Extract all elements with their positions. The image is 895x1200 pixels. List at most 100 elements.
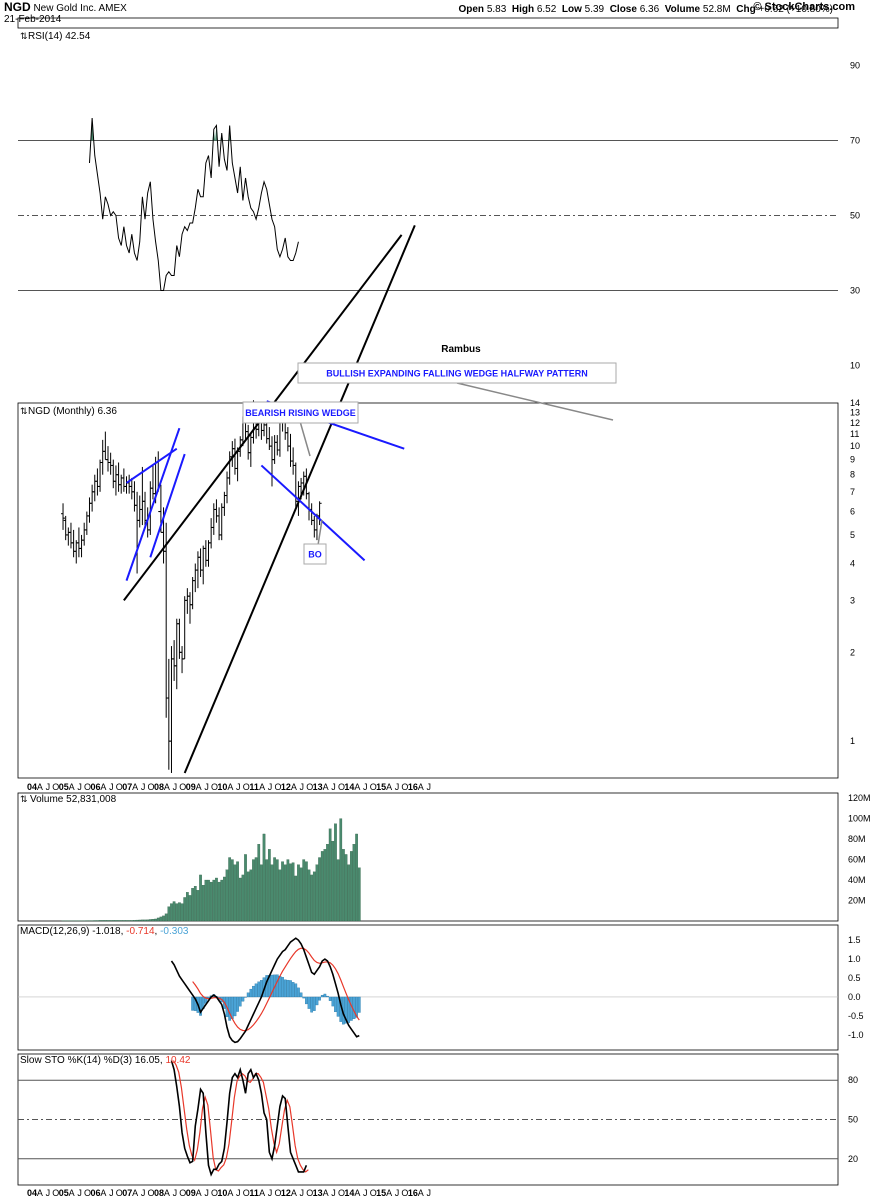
price-bar (76, 527, 81, 558)
x-axis-label-lower: J (204, 1188, 209, 1198)
x-axis-label-upper: 06 (90, 782, 100, 792)
x-axis-label-lower: 07 (122, 1188, 132, 1198)
price-bar (79, 534, 84, 558)
volume-bar (204, 879, 208, 922)
price-bar (248, 433, 253, 467)
x-axis-label-lower: J (363, 1188, 368, 1198)
volume-bar (352, 844, 356, 922)
volume-bar (193, 886, 197, 922)
price-bar (105, 446, 110, 472)
x-axis-label-lower: 13 (313, 1188, 323, 1198)
price-bar (230, 441, 235, 467)
x-axis-label-lower: A (69, 1188, 75, 1198)
volume-bar (305, 861, 308, 922)
macd-hist-bar (347, 996, 351, 1023)
macd-tick-label: -0.5 (848, 1011, 864, 1021)
volume-bar (180, 903, 184, 922)
x-axis-label-lower: 12 (281, 1188, 291, 1198)
price-bar (164, 522, 169, 718)
volume-bar (355, 833, 358, 922)
price-bar (214, 499, 219, 523)
volume-bar (336, 859, 340, 922)
panel-frame-0 (17, 17, 839, 29)
x-axis-label-lower: J (268, 1188, 273, 1198)
callout-bearish-rising-wedge-text: BEARISH RISING WEDGE (245, 408, 356, 418)
macd-tick-label: -1.0 (848, 1030, 864, 1040)
low-label: Low (561, 4, 582, 15)
rising-wedge-upper (125, 447, 178, 484)
price-tick-label: 13 (850, 407, 860, 417)
price-tick-label: 9 (850, 455, 855, 465)
x-axis-label-lower: O (148, 1188, 155, 1198)
callout-bullish-expanding-wedge: BULLISH EXPANDING FALLING WEDGE HALFWAY … (297, 362, 617, 421)
macd-hist-bar (238, 996, 242, 1007)
volume-bar (109, 920, 112, 922)
volume-bar (167, 906, 171, 922)
volume-bar (93, 920, 97, 922)
price-bar (185, 588, 190, 614)
macd-hist-bar (191, 996, 194, 1011)
price-bar (285, 427, 290, 452)
x-axis-label-lower: J (236, 1188, 241, 1198)
volume-bar (302, 859, 306, 922)
price-bar (100, 439, 105, 475)
high-label: High (511, 4, 535, 15)
volume-bar (188, 895, 192, 922)
x-axis-label-upper: 04 (27, 782, 37, 792)
price-bar (203, 540, 208, 567)
price-bar (63, 515, 68, 541)
x-axis-label-upper: A (132, 782, 138, 792)
x-axis-label-upper: 13 (313, 782, 323, 792)
macd-hist-bar (199, 996, 202, 1016)
price-label: NGD (Monthly) 6.36 (28, 406, 117, 417)
price-bar (182, 596, 187, 660)
volume-tick-label: 120M (848, 793, 871, 803)
price-bar (272, 435, 277, 464)
volume-bar (175, 903, 179, 922)
x-axis-label-upper: O (401, 782, 408, 792)
x-axis-label-upper: A (418, 782, 424, 792)
volume-bar (260, 864, 263, 922)
x-axis-label-upper: O (148, 782, 155, 792)
rsi-tick-label: 30 (850, 286, 860, 296)
macd-tick-label: 1.0 (848, 954, 861, 964)
x-axis-label-upper: O (84, 782, 91, 792)
sto-label: Slow STO %K(14) %D(3) 16.05, 10.42 (20, 1055, 191, 1066)
volume-tick-label: 60M (848, 855, 866, 865)
volume-bar (236, 861, 239, 922)
x-axis-label-upper: A (227, 782, 233, 792)
price-tick-label: 7 (850, 487, 855, 497)
volume-bar (125, 920, 128, 922)
volume-bar (349, 851, 353, 922)
pattern-annotations: BEARISH RISING WEDGE BO BULLISH EXPANDING … (242, 344, 617, 565)
volume-bar (135, 919, 139, 922)
x-axis-label-upper: A (164, 782, 170, 792)
macd-hist-bar (230, 996, 234, 1019)
x-axis-label-upper: J (46, 782, 51, 792)
volume-bar (191, 888, 194, 922)
volume-bar (233, 864, 237, 922)
volume-bar (326, 844, 329, 922)
price-bar (82, 522, 87, 546)
macd-hist-bar (246, 992, 250, 998)
volume-bar (148, 919, 152, 922)
volume-bar (312, 871, 316, 922)
x-axis-label-upper: O (274, 782, 281, 792)
price-bar (84, 511, 89, 535)
volume-bar (98, 920, 102, 922)
volume-bar (164, 913, 168, 922)
price-bar (219, 503, 224, 541)
x-axis-label-lower: A (37, 1188, 43, 1198)
volume-bar (323, 849, 327, 922)
x-axis-label-upper: J (300, 782, 305, 792)
x-axis-label-lower: 06 (90, 1188, 100, 1198)
price-bar (68, 522, 73, 549)
x-axis-label-lower: J (46, 1188, 51, 1198)
callout-bullish-expanding-wedge-pointer (456, 382, 614, 421)
volume-bar (220, 879, 224, 922)
price-bar (150, 465, 155, 500)
x-axis-label-upper: A (354, 782, 360, 792)
volume-bar (154, 918, 157, 922)
x-axis-label-upper: J (363, 782, 368, 792)
